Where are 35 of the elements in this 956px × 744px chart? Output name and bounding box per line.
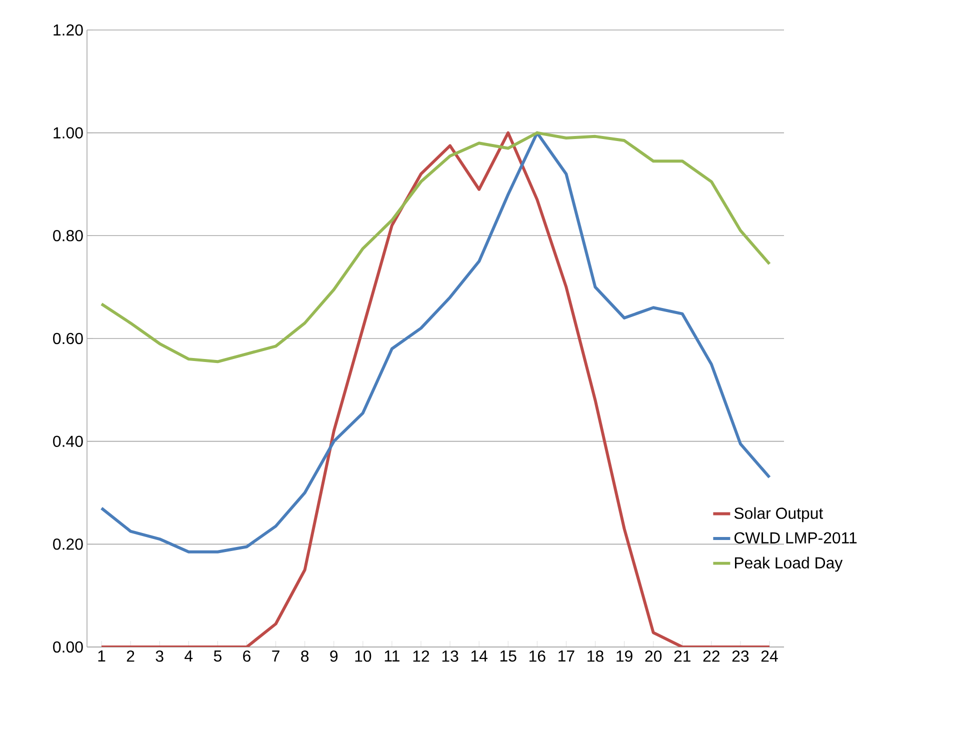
legend-label: Peak Load Day [734, 556, 843, 572]
y-tick-label: 0.00 [53, 641, 83, 653]
x-tick-label: 16 [530, 650, 546, 662]
x-tick-label: 7 [272, 650, 280, 662]
x-tick-label: 5 [214, 650, 222, 662]
y-tick-label: 1.20 [54, 24, 83, 36]
x-tick-label: 18 [588, 650, 604, 662]
y-tick-label: 0.20 [53, 538, 83, 550]
x-tick-label: 2 [126, 650, 134, 662]
legend-label: CWLD LMP-2011 [734, 532, 857, 544]
legend-label: Solar Output [734, 507, 824, 522]
y-tick-label: 0.60 [53, 332, 83, 344]
x-tick-label: 6 [243, 650, 250, 662]
y-tick-label: 0.40 [53, 436, 83, 447]
line-series [100, 131, 771, 364]
y-tick-label: 1.00 [54, 127, 83, 138]
x-tick-label: 12 [413, 650, 430, 662]
x-tick-label: 13 [442, 650, 458, 662]
x-tick-label: 24 [761, 650, 778, 662]
x-tick-label: 15 [500, 650, 516, 662]
x-tick-label: 23 [732, 650, 749, 662]
x-tick-label: 17 [558, 650, 574, 662]
x-tick-label: 21 [674, 650, 690, 662]
x-tick-label: 22 [703, 650, 720, 662]
x-tick-label: 1 [98, 650, 106, 662]
x-tick-label: 11 [384, 650, 400, 662]
x-tick-label: 8 [301, 650, 309, 662]
x-tick-label: 10 [355, 650, 372, 662]
x-tick-label: 4 [184, 650, 193, 662]
x-tick-label: 9 [330, 650, 338, 662]
x-tick-label: 3 [156, 650, 164, 662]
y-tick-label: 0.80 [53, 230, 83, 242]
x-tick-label: 20 [645, 650, 662, 662]
x-tick-label: 19 [616, 650, 632, 662]
x-tick-label: 14 [471, 650, 488, 662]
